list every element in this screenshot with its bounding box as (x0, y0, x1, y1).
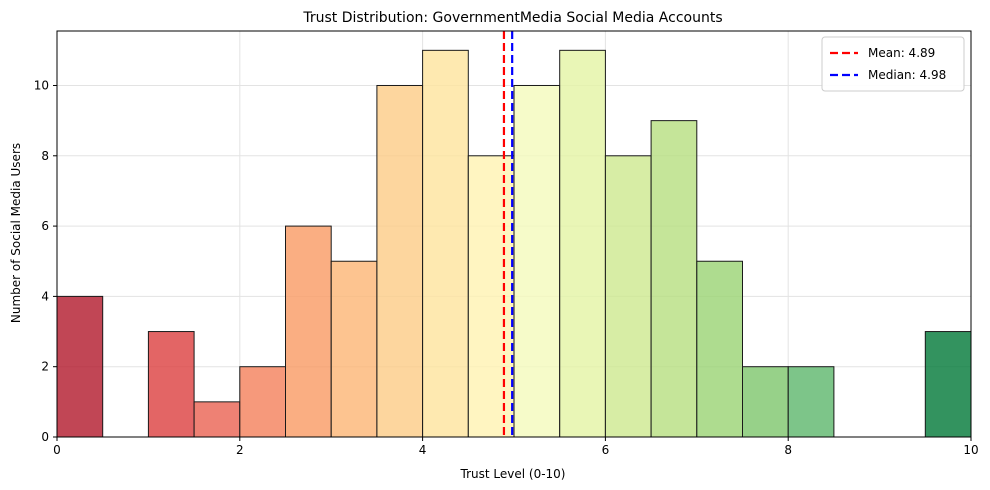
legend-box (821, 36, 965, 92)
x-tick-label: 10 (963, 443, 978, 457)
y-tick-label: 0 (41, 430, 49, 444)
histogram-bar (696, 260, 743, 438)
y-tick-label: 2 (41, 360, 49, 374)
reference-lines (502, 31, 514, 437)
histogram-bar (193, 401, 241, 438)
y-axis-label: Number of Social Media Users (9, 143, 23, 323)
histogram-bar (56, 295, 104, 438)
histogram-bar (604, 155, 652, 438)
histogram-bar (285, 225, 332, 438)
legend-entry: Mean: 4.89 (868, 46, 935, 60)
legend: Mean: 4.89 Median: 4.98 (821, 36, 965, 92)
y-tick-label: 8 (41, 149, 49, 163)
histogram-bar (924, 331, 972, 438)
y-tick-label: 4 (41, 289, 49, 303)
histogram-bar (467, 155, 515, 438)
legend-entry: Median: 4.98 (868, 68, 946, 82)
chart-title: Trust Distribution: GovernmentMedia Soci… (302, 10, 722, 26)
y-axis-ticks: 0 2 4 6 8 10 (34, 78, 57, 444)
histogram-bar (239, 366, 287, 438)
histogram-bar (650, 120, 698, 438)
histogram-bar (742, 366, 789, 438)
histogram-bars (56, 49, 972, 438)
histogram-bar (513, 84, 561, 438)
histogram-bar (147, 331, 195, 438)
plot-frame (56, 30, 972, 438)
x-tick-label: 0 (53, 443, 61, 457)
x-tick-label: 4 (419, 443, 427, 457)
y-tick-label: 6 (41, 219, 49, 233)
y-tick-label: 10 (34, 78, 49, 92)
x-axis-ticks: 0 2 4 6 8 10 (53, 437, 979, 457)
x-axis-label: Trust Level (0-10) (460, 467, 566, 481)
histogram-bar (376, 84, 424, 438)
x-tick-label: 2 (236, 443, 244, 457)
x-tick-label: 8 (784, 443, 792, 457)
axes (56, 30, 972, 438)
histogram-bar (787, 366, 835, 438)
x-tick-label: 6 (602, 443, 610, 457)
histogram-bar (559, 49, 606, 438)
histogram-bar (422, 49, 469, 438)
histogram-bar (330, 260, 378, 438)
